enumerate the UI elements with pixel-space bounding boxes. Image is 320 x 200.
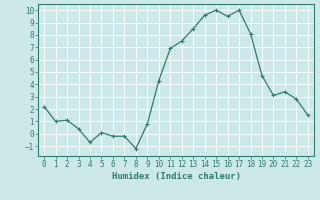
X-axis label: Humidex (Indice chaleur): Humidex (Indice chaleur) xyxy=(111,172,241,181)
